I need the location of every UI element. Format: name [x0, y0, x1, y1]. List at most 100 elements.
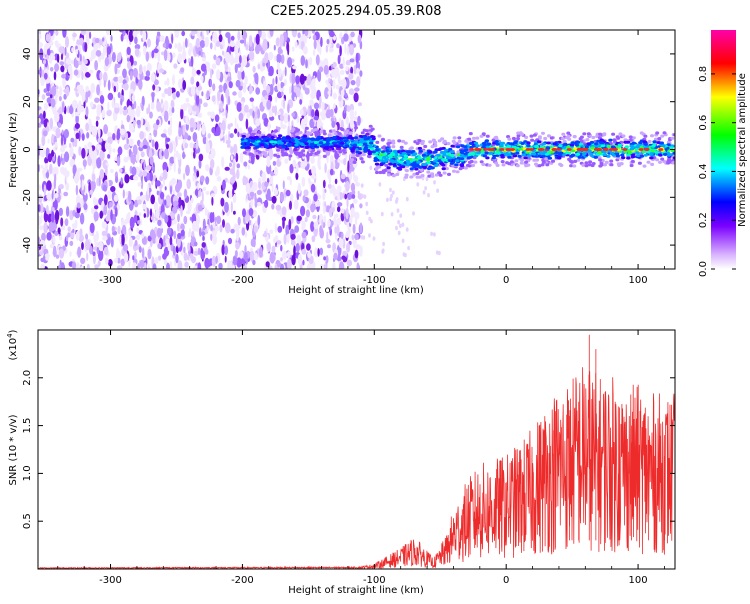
spectrogram-noise-cell	[105, 215, 110, 222]
spectrogram-noise-cell	[198, 159, 202, 169]
spectrogram-noise-cell	[38, 194, 43, 204]
spectrogram-noise-cell	[126, 46, 131, 56]
spectrogram-noise-cell	[148, 134, 152, 141]
spectrogram-noise-cell	[98, 79, 102, 87]
spectrogram-band-halo	[314, 151, 319, 156]
spectrogram-noise-cell	[58, 113, 63, 124]
spectrogram-noise-cell	[292, 159, 297, 168]
spectrogram-band-halo	[670, 136, 675, 140]
spectrogram-noise-cell	[62, 30, 67, 38]
spectrogram-noise-cell	[262, 233, 268, 238]
spectrogram-band-cell	[281, 136, 287, 140]
spectrogram-noise-cell	[98, 126, 101, 139]
spectrogram-noise-cell	[39, 240, 46, 247]
spectrogram-band-halo	[375, 170, 379, 175]
spectrogram-band-halo	[671, 161, 675, 165]
spectrogram-band-cell	[284, 147, 290, 151]
spectrogram-noise-cell	[123, 106, 127, 111]
spectrogram-band-cell	[589, 140, 595, 144]
spectrogram-noise-cell	[349, 215, 353, 224]
spectrogram-noise-cell	[248, 85, 253, 94]
spectrogram-noise-cell	[124, 132, 129, 141]
spectrogram-band-cell	[630, 153, 636, 157]
spectrogram-noise-cell	[197, 85, 203, 91]
spectrogram-noise-cell	[353, 116, 358, 121]
spectrogram-noise-cell	[40, 263, 45, 269]
spectrogram-noise-cell	[272, 78, 275, 86]
spectrogram-noise-cell	[173, 161, 176, 173]
spectrogram-noise-cell	[301, 220, 306, 229]
spectrogram-noise-cell	[214, 170, 218, 177]
spectrogram-band-cell	[417, 146, 423, 150]
spectrogram-noise-cell	[165, 137, 171, 142]
spectrogram-band-halo	[598, 164, 603, 168]
spectrogram-noise-cell	[250, 238, 255, 247]
spectrogram-noise-cell	[155, 38, 159, 47]
spectrogram-noise-cell	[341, 78, 347, 89]
spectrogram-band-halo	[442, 141, 447, 145]
spectrogram-noise-cell	[238, 127, 243, 135]
spectrogram-noise-cell	[43, 59, 46, 64]
spectrogram-noise-cell	[167, 126, 173, 136]
spectrogram-band-halo	[246, 133, 251, 137]
spectrogram-noise-cell	[186, 178, 191, 190]
spectrogram-noise-cell	[170, 116, 173, 129]
spectrogram-band-cell	[495, 142, 500, 146]
spectrogram-noise-cell	[176, 192, 182, 198]
spectrogram-noise-cell	[356, 262, 360, 269]
spectrogram-noise-cell	[202, 235, 205, 241]
spectrogram-noise-cell	[124, 174, 130, 184]
spectrogram-band-halo	[609, 163, 614, 167]
spectrogram-noise-cell	[198, 36, 202, 41]
spectrogram-noise-cell	[60, 65, 65, 73]
spectrogram-noise-cell	[245, 182, 251, 194]
spectrogram-noise-cell	[107, 190, 112, 199]
spectrogram-band-cell	[643, 153, 648, 157]
spectrogram-noise-cell	[275, 37, 280, 47]
spectrogram-noise-cell	[105, 257, 109, 265]
spectrogram-band-halo	[576, 158, 581, 162]
spectrogram-noise-cell	[134, 251, 137, 260]
spectrogram-noise-cell	[205, 164, 210, 172]
spectrogram-noise-cell	[67, 226, 71, 232]
spectrogram-noise-cell	[216, 69, 221, 81]
spectrogram-noise-cell	[54, 231, 59, 236]
spectrogram-noise-cell	[186, 255, 190, 261]
spectrogram-band-halo	[247, 128, 252, 132]
spectrogram-sparse-cell	[389, 187, 392, 193]
spectrogram-noise-cell	[89, 31, 92, 39]
spectrogram-noise-cell	[95, 50, 102, 57]
spectrogram-noise-cell	[85, 85, 90, 92]
spectrogram-noise-cell	[116, 247, 119, 258]
spectrogram-band-halo	[660, 134, 665, 138]
spectrogram-noise-cell	[81, 179, 85, 191]
spectrogram-sparse-cell	[397, 230, 401, 236]
spectrogram-noise-cell	[101, 109, 106, 119]
spectrogram-noise-cell	[103, 204, 108, 216]
spectrogram-noise-cell	[141, 95, 145, 107]
spectrogram-band-cell	[403, 157, 408, 161]
spectrogram-noise-cell	[72, 99, 78, 110]
spectrogram-noise-cell	[157, 243, 162, 249]
spectrogram-noise-cell	[75, 113, 79, 125]
spectrogram-noise-cell	[235, 50, 238, 57]
spectrogram-noise-cell	[197, 247, 201, 256]
spectrogram-sparse-cell	[360, 183, 364, 188]
spectrogram-noise-cell	[153, 149, 159, 156]
spectrogram-band-cell	[368, 144, 373, 148]
spectrogram-band-halo	[660, 157, 665, 161]
spectrogram-noise-cell	[338, 237, 344, 249]
spectrogram-noise-cell	[85, 122, 89, 132]
spectrogram-noise-cell	[160, 227, 164, 234]
spectrogram-noise-cell	[132, 262, 137, 269]
spectrogram-noise-cell	[215, 255, 218, 264]
spectrogram-peak-cell	[638, 148, 644, 151]
spectrogram-noise-cell	[231, 57, 236, 64]
spectrogram-noise-cell	[225, 222, 231, 234]
spectrogram-noise-cell	[225, 134, 228, 142]
spectrogram-noise-cell	[139, 218, 143, 226]
spectrogram-band-cell	[584, 145, 589, 149]
spectrogram-band-halo	[368, 124, 373, 128]
spectrogram-noise-cell	[45, 92, 52, 97]
spectrogram-band-cell	[433, 159, 438, 163]
